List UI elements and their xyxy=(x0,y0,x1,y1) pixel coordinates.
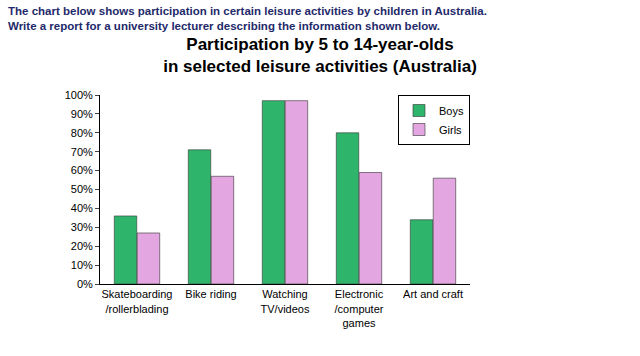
svg-text:Electronic/computergames: Electronic/computergames xyxy=(335,288,384,329)
svg-text:Boys: Boys xyxy=(439,105,464,117)
svg-text:60%: 60% xyxy=(71,164,93,176)
svg-text:WatchingTV/videos: WatchingTV/videos xyxy=(261,288,310,314)
svg-text:Participation by 5 to 14-year-: Participation by 5 to 14-year-oldsin sel… xyxy=(163,35,477,76)
svg-text:90%: 90% xyxy=(71,108,93,120)
svg-text:30%: 30% xyxy=(71,221,93,233)
svg-text:Skateboarding/rollerblading: Skateboarding/rollerblading xyxy=(102,288,173,314)
svg-text:The chart below shows particip: The chart below shows participation in c… xyxy=(8,5,487,32)
svg-text:40%: 40% xyxy=(71,202,93,214)
svg-text:Girls: Girls xyxy=(439,124,462,136)
svg-text:80%: 80% xyxy=(71,127,93,139)
svg-text:0%: 0% xyxy=(77,278,93,290)
svg-text:Art and craft: Art and craft xyxy=(403,288,463,300)
svg-text:20%: 20% xyxy=(71,240,93,252)
svg-text:50%: 50% xyxy=(71,183,93,195)
svg-text:70%: 70% xyxy=(71,146,93,158)
svg-text:10%: 10% xyxy=(71,259,93,271)
svg-text:100%: 100% xyxy=(65,89,93,101)
svg-text:Bike riding: Bike riding xyxy=(185,288,236,300)
